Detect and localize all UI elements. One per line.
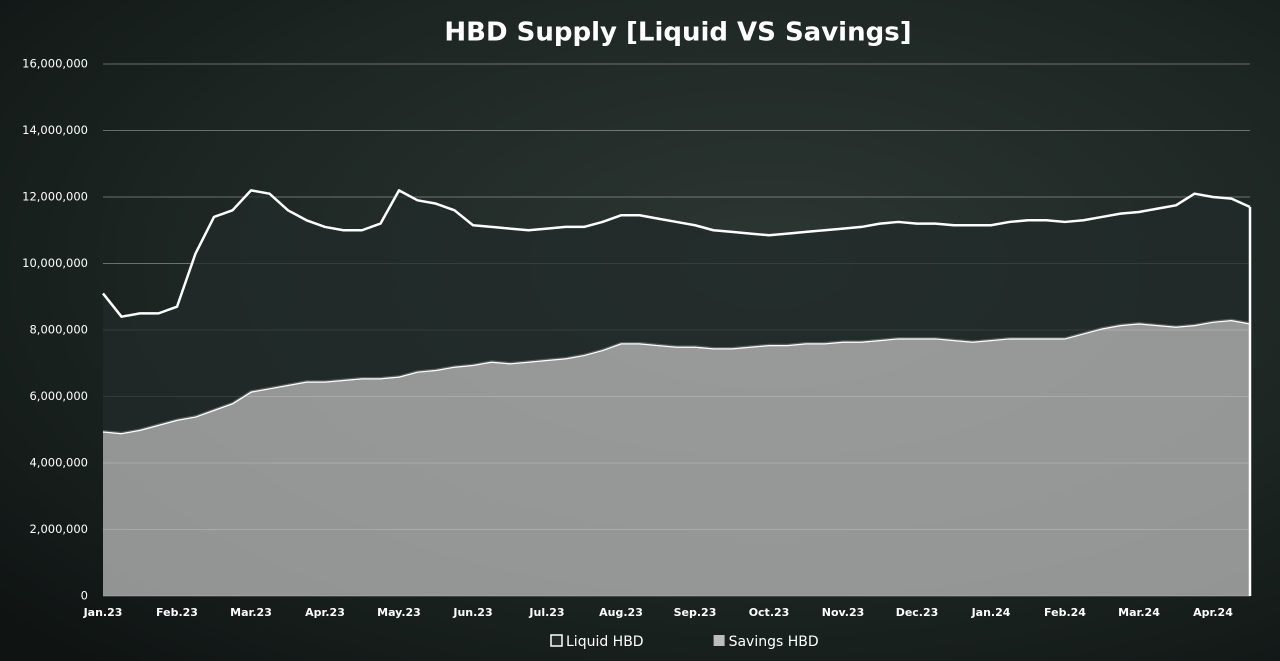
y-tick-label: 16,000,000 bbox=[22, 57, 88, 71]
x-tick-label: Jan.24 bbox=[971, 606, 1011, 619]
x-tick-label: May.23 bbox=[377, 606, 421, 619]
y-tick-label: 6,000,000 bbox=[29, 389, 88, 403]
x-tick-label: Jun.23 bbox=[452, 606, 492, 619]
x-tick-label: Sep.23 bbox=[674, 606, 717, 619]
x-tick-label: Mar.23 bbox=[230, 606, 272, 619]
y-tick-label: 8,000,000 bbox=[29, 323, 88, 337]
x-tick-label: Feb.23 bbox=[156, 606, 198, 619]
legend-label: Liquid HBD bbox=[566, 634, 644, 650]
y-tick-label: 4,000,000 bbox=[29, 456, 88, 470]
x-tick-label: Oct.23 bbox=[749, 606, 790, 619]
x-tick-label: Mar.24 bbox=[1118, 606, 1160, 619]
x-tick-label: Nov.23 bbox=[822, 606, 865, 619]
y-tick-label: 12,000,000 bbox=[22, 190, 88, 204]
legend-label: Savings HBD bbox=[729, 634, 819, 650]
x-tick-label: Apr.23 bbox=[305, 606, 345, 619]
y-tick-label: 10,000,000 bbox=[22, 256, 88, 270]
x-tick-label: Jul.23 bbox=[528, 606, 564, 619]
x-tick-label: Dec.23 bbox=[896, 606, 939, 619]
x-tick-label: Apr.24 bbox=[1193, 606, 1233, 619]
legend-swatch bbox=[713, 635, 725, 646]
chart-title: HBD Supply [Liquid VS Savings] bbox=[444, 18, 911, 48]
area bbox=[103, 320, 1250, 596]
y-tick-label: 0 bbox=[81, 589, 88, 603]
area bbox=[103, 190, 1250, 434]
y-tick-label: 14,000,000 bbox=[22, 123, 88, 137]
y-tick-label: 2,000,000 bbox=[29, 522, 88, 536]
x-tick-label: Jan.23 bbox=[83, 606, 123, 619]
x-tick-label: Aug.23 bbox=[599, 606, 643, 619]
legend-swatch bbox=[550, 634, 563, 647]
x-tick-label: Feb.24 bbox=[1044, 606, 1086, 619]
area-edge bbox=[102, 189, 1251, 318]
